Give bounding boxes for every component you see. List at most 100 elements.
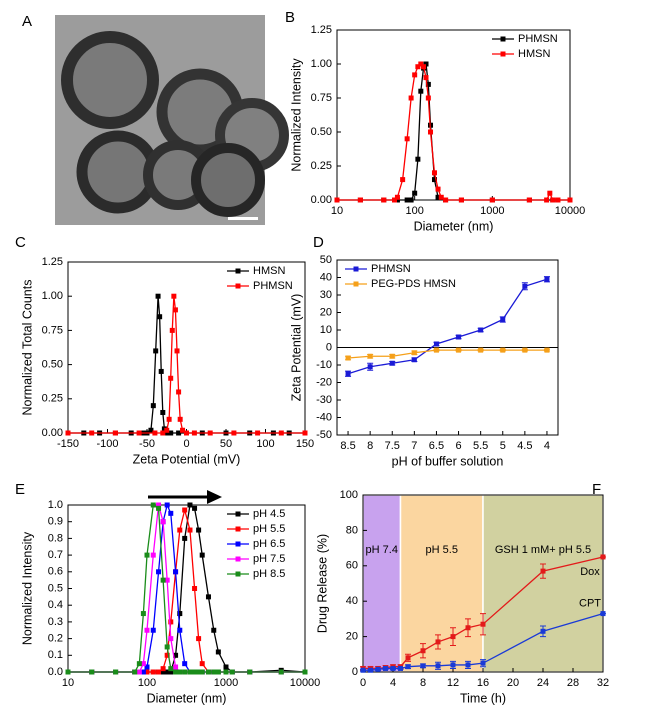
legend-marker bbox=[235, 268, 241, 274]
marker bbox=[431, 177, 437, 183]
marker bbox=[187, 502, 193, 508]
marker bbox=[182, 669, 188, 675]
marker bbox=[433, 341, 439, 347]
panel: -50 -40 -30 -20 -10 0 10 20 30 40 50 8.5 8 7.5 7 6.5 6 5.… bbox=[289, 234, 559, 468]
y-tick-label: 0.25 bbox=[42, 393, 63, 405]
marker bbox=[522, 347, 528, 353]
marker bbox=[438, 194, 444, 200]
marker bbox=[144, 627, 150, 633]
marker bbox=[456, 347, 462, 353]
marker bbox=[450, 662, 456, 668]
marker bbox=[156, 669, 162, 675]
x-tick-label: 10000 bbox=[290, 677, 321, 689]
marker bbox=[176, 430, 182, 436]
x-tick-label: -50 bbox=[139, 438, 155, 450]
panel: pH 7.4 pH 5.5 GSH 1 mM+ pH 5.5020406080100… bbox=[315, 481, 609, 705]
marker bbox=[247, 669, 253, 675]
marker bbox=[404, 136, 410, 142]
marker bbox=[231, 430, 237, 436]
y-tick-label: 0.5 bbox=[48, 582, 63, 594]
legend-marker bbox=[235, 571, 241, 577]
marker bbox=[205, 594, 211, 600]
legend-marker bbox=[353, 281, 359, 287]
marker bbox=[173, 652, 179, 658]
legend-marker bbox=[235, 541, 241, 547]
x-tick-label: 100 bbox=[256, 438, 274, 450]
y-tick-label: 0.1 bbox=[48, 649, 63, 661]
marker bbox=[150, 627, 156, 633]
y-tick-label: 0.75 bbox=[311, 92, 332, 104]
marker bbox=[113, 669, 119, 675]
marker bbox=[428, 129, 434, 135]
marker bbox=[150, 552, 156, 558]
marker bbox=[302, 669, 308, 675]
marker bbox=[177, 527, 183, 533]
marker bbox=[168, 430, 174, 436]
marker bbox=[420, 648, 426, 654]
x-tick-label: 8 bbox=[367, 440, 373, 452]
marker bbox=[140, 661, 146, 667]
marker bbox=[443, 197, 449, 203]
marker bbox=[408, 197, 414, 203]
marker bbox=[156, 505, 162, 511]
series-line bbox=[347, 278, 548, 375]
marker bbox=[383, 665, 388, 671]
marker bbox=[172, 307, 178, 313]
marker bbox=[435, 194, 441, 200]
marker bbox=[160, 666, 166, 672]
marker bbox=[89, 669, 95, 675]
marker bbox=[157, 314, 163, 320]
marker bbox=[435, 663, 441, 669]
legend-marker bbox=[235, 556, 241, 562]
marker bbox=[450, 634, 456, 640]
x-tick-label: 6 bbox=[455, 440, 461, 452]
marker bbox=[544, 197, 550, 203]
marker bbox=[223, 664, 229, 670]
marker bbox=[192, 586, 198, 591]
marker bbox=[381, 197, 387, 203]
legend-marker bbox=[500, 51, 506, 57]
marker bbox=[394, 194, 400, 200]
marker bbox=[278, 430, 284, 436]
marker bbox=[390, 665, 396, 671]
marker bbox=[418, 61, 424, 67]
particle bbox=[191, 143, 265, 217]
legend-label: PEG-PDS HMSN bbox=[371, 278, 456, 290]
marker bbox=[180, 427, 186, 433]
marker bbox=[211, 627, 217, 633]
y-tick-label: 0.0 bbox=[48, 666, 63, 678]
marker bbox=[435, 186, 441, 192]
marker bbox=[177, 416, 183, 422]
y-tick-label: 0.4 bbox=[48, 599, 63, 611]
marker bbox=[478, 347, 484, 353]
marker bbox=[156, 569, 162, 575]
x-tick-label: 12 bbox=[447, 677, 459, 689]
marker bbox=[398, 665, 403, 671]
marker bbox=[169, 327, 175, 333]
marker bbox=[394, 197, 400, 203]
marker bbox=[164, 644, 170, 650]
marker bbox=[423, 61, 429, 67]
marker bbox=[423, 75, 429, 81]
marker bbox=[196, 527, 202, 533]
legend-marker bbox=[353, 266, 359, 272]
marker bbox=[367, 364, 373, 370]
marker bbox=[136, 669, 142, 675]
panel-label: B bbox=[285, 9, 295, 26]
series-line bbox=[337, 63, 570, 201]
panel: 0.00 0.25 0.50 0.75 1.00 1.25 -150 -100 -50 0 50 10… bbox=[15, 234, 314, 466]
y-tick-label: 0.75 bbox=[42, 324, 63, 336]
marker bbox=[168, 636, 174, 642]
region bbox=[482, 494, 604, 673]
legend-label: PHMSN bbox=[371, 263, 411, 275]
marker bbox=[544, 347, 550, 353]
x-tick-label: 28 bbox=[567, 677, 579, 689]
x-tick-label: 7 bbox=[411, 440, 417, 452]
marker bbox=[144, 552, 150, 558]
marker bbox=[215, 669, 221, 675]
y-tick-label: 0.2 bbox=[48, 633, 63, 645]
marker bbox=[199, 552, 205, 558]
y-tick-label: 0.00 bbox=[42, 427, 63, 439]
